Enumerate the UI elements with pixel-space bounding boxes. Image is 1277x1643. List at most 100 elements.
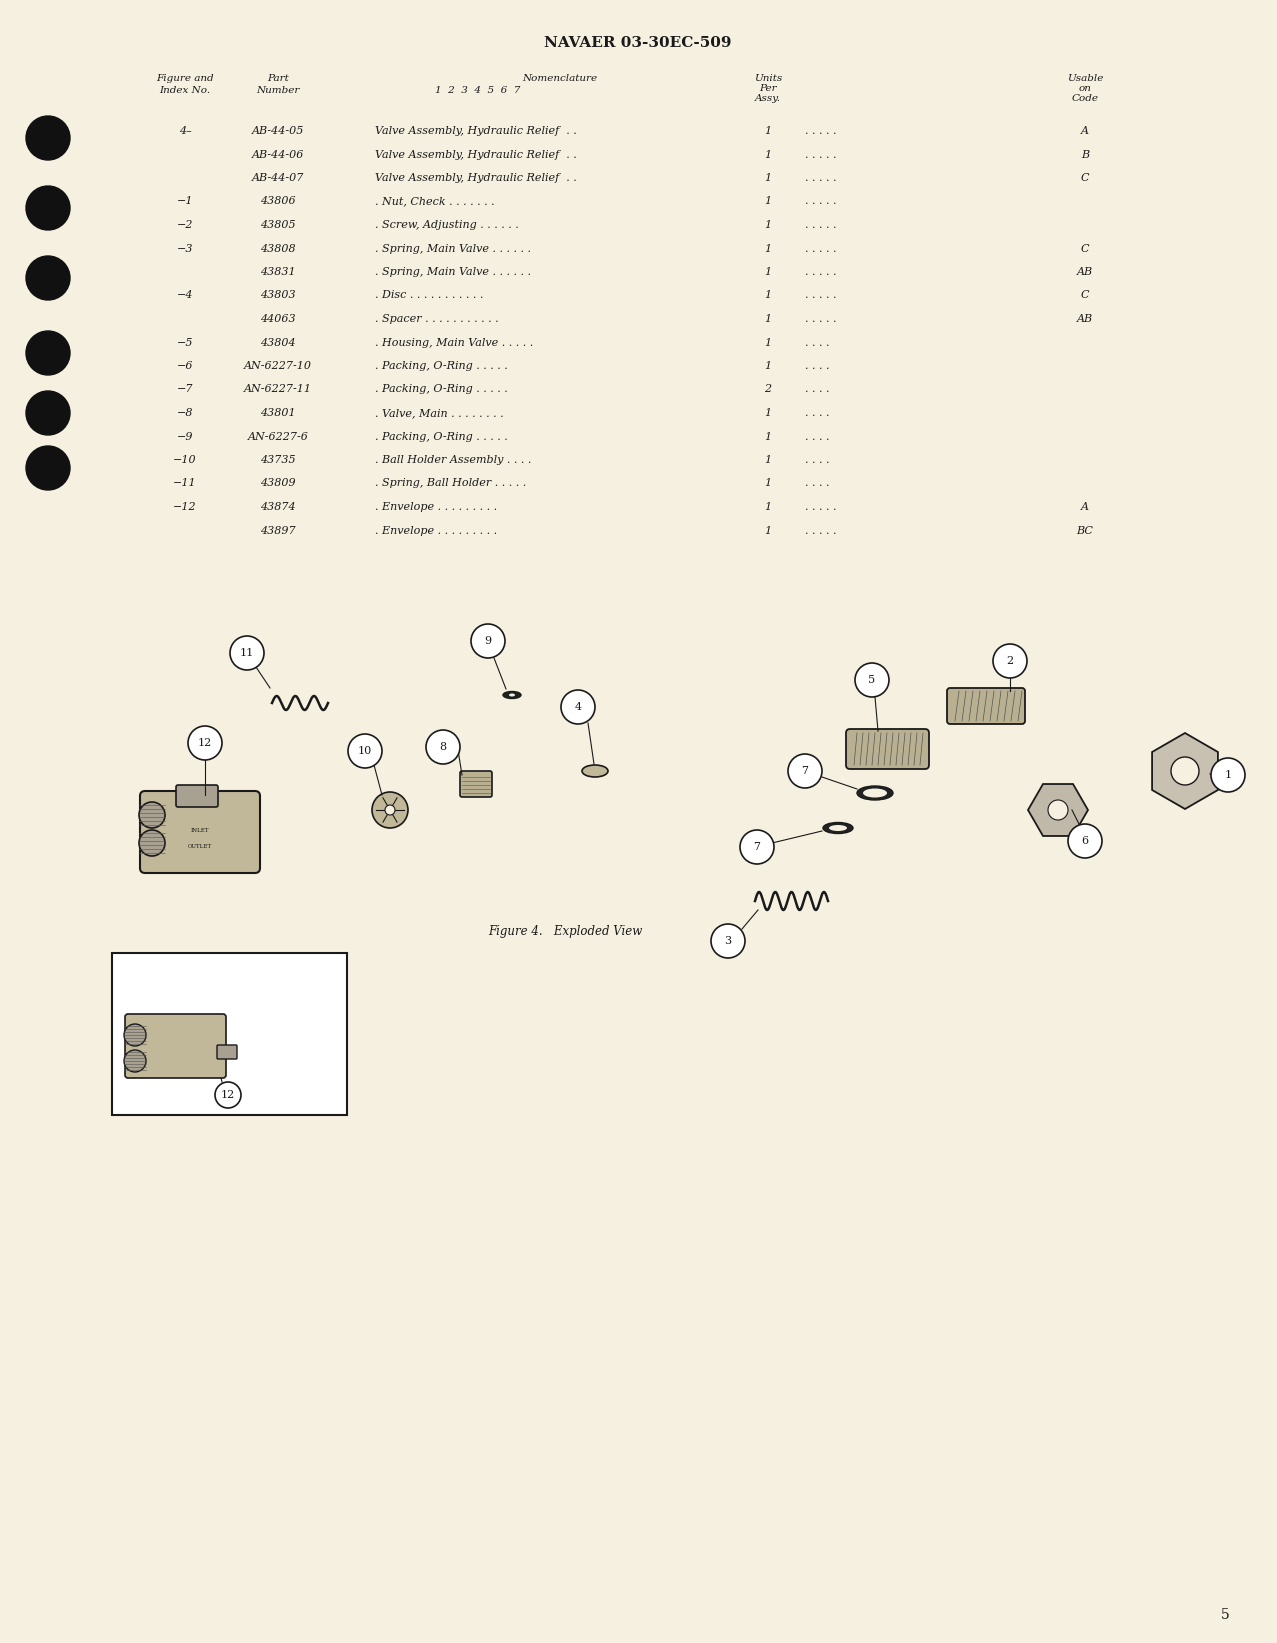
Text: . . . .: . . . . bbox=[805, 478, 830, 488]
Text: Per: Per bbox=[760, 84, 776, 94]
Text: . . . . .: . . . . . bbox=[805, 127, 836, 136]
FancyBboxPatch shape bbox=[112, 953, 347, 1116]
Text: 1: 1 bbox=[765, 268, 771, 278]
Text: NAVAER 03-30EC-509: NAVAER 03-30EC-509 bbox=[544, 36, 732, 49]
Circle shape bbox=[1048, 800, 1068, 820]
Text: . . . .: . . . . bbox=[805, 432, 830, 442]
Polygon shape bbox=[1028, 784, 1088, 836]
Text: Assy.: Assy. bbox=[755, 94, 782, 104]
Text: 1: 1 bbox=[765, 407, 771, 417]
Text: 43831: 43831 bbox=[261, 268, 296, 278]
Text: 1: 1 bbox=[765, 173, 771, 182]
Circle shape bbox=[26, 330, 70, 375]
Text: 1: 1 bbox=[765, 478, 771, 488]
Text: AN-6227-6: AN-6227-6 bbox=[248, 432, 309, 442]
Text: AB: AB bbox=[1077, 268, 1093, 278]
Circle shape bbox=[139, 830, 165, 856]
Text: AB-44-06: AB-44-06 bbox=[128, 974, 178, 984]
Text: AB-44-05: AB-44-05 bbox=[252, 127, 304, 136]
Text: Number: Number bbox=[257, 85, 300, 95]
Circle shape bbox=[188, 726, 222, 761]
Text: 1: 1 bbox=[765, 243, 771, 253]
Text: Valve Assembly, Hydraulic Relief  . .: Valve Assembly, Hydraulic Relief . . bbox=[375, 150, 577, 159]
Text: AB-44-06: AB-44-06 bbox=[252, 150, 304, 159]
Circle shape bbox=[139, 802, 165, 828]
Text: 43874: 43874 bbox=[261, 503, 296, 513]
Text: 9: 9 bbox=[484, 636, 492, 646]
Text: . Envelope . . . . . . . . .: . Envelope . . . . . . . . . bbox=[375, 503, 497, 513]
Ellipse shape bbox=[822, 823, 853, 833]
Text: . Packing, O-Ring . . . . .: . Packing, O-Ring . . . . . bbox=[375, 361, 508, 371]
Text: Units: Units bbox=[753, 74, 782, 84]
FancyBboxPatch shape bbox=[460, 771, 492, 797]
Text: . Valve, Main . . . . . . . .: . Valve, Main . . . . . . . . bbox=[375, 407, 503, 417]
Text: BC: BC bbox=[1077, 526, 1093, 536]
Text: 12: 12 bbox=[198, 738, 212, 748]
Text: . . . . .: . . . . . bbox=[805, 291, 836, 301]
Text: 4–: 4– bbox=[179, 127, 192, 136]
Text: AN-6227-10: AN-6227-10 bbox=[244, 361, 312, 371]
Text: AB-44-07: AB-44-07 bbox=[252, 173, 304, 182]
Text: −6: −6 bbox=[176, 361, 193, 371]
Text: . . . . .: . . . . . bbox=[805, 150, 836, 159]
Text: 43803: 43803 bbox=[261, 291, 296, 301]
Text: A: A bbox=[1082, 503, 1089, 513]
Text: . . . .: . . . . bbox=[805, 361, 830, 371]
Text: 11: 11 bbox=[240, 647, 254, 657]
Text: OUTLET: OUTLET bbox=[188, 843, 212, 848]
Text: 8: 8 bbox=[439, 743, 447, 752]
Polygon shape bbox=[1152, 733, 1218, 808]
Text: 43897: 43897 bbox=[261, 526, 296, 536]
Text: Index No.: Index No. bbox=[160, 85, 211, 95]
Circle shape bbox=[1211, 757, 1245, 792]
Text: . . . .: . . . . bbox=[805, 384, 830, 394]
Text: 43801: 43801 bbox=[261, 407, 296, 417]
Ellipse shape bbox=[829, 825, 847, 831]
Text: AB-44-07: AB-44-07 bbox=[128, 989, 178, 997]
Text: Valve Assembly, Hydraulic Relief  . .: Valve Assembly, Hydraulic Relief . . bbox=[375, 127, 577, 136]
Text: 1: 1 bbox=[765, 220, 771, 230]
Text: 5: 5 bbox=[1221, 1608, 1230, 1622]
Text: 1: 1 bbox=[765, 337, 771, 348]
Circle shape bbox=[26, 391, 70, 435]
Text: 4: 4 bbox=[575, 702, 581, 711]
Circle shape bbox=[788, 754, 822, 789]
Circle shape bbox=[26, 445, 70, 490]
Text: 43735: 43735 bbox=[261, 455, 296, 465]
Text: 1: 1 bbox=[765, 291, 771, 301]
Text: 1: 1 bbox=[765, 503, 771, 513]
Text: . . . . .: . . . . . bbox=[805, 197, 836, 207]
Circle shape bbox=[471, 624, 504, 657]
Text: −1: −1 bbox=[176, 197, 193, 207]
Text: . . . . .: . . . . . bbox=[805, 314, 836, 324]
Text: −3: −3 bbox=[176, 243, 193, 253]
Ellipse shape bbox=[857, 785, 893, 800]
Text: . Spring, Main Valve . . . . . .: . Spring, Main Valve . . . . . . bbox=[375, 243, 531, 253]
Circle shape bbox=[1068, 825, 1102, 858]
Text: . Packing, O-Ring . . . . .: . Packing, O-Ring . . . . . bbox=[375, 384, 508, 394]
Text: Valve Assembly, Hydraulic Relief  . .: Valve Assembly, Hydraulic Relief . . bbox=[375, 173, 577, 182]
Text: 10: 10 bbox=[358, 746, 372, 756]
Text: −10: −10 bbox=[174, 455, 197, 465]
Text: 6: 6 bbox=[1082, 836, 1088, 846]
Circle shape bbox=[349, 734, 382, 767]
Circle shape bbox=[372, 792, 407, 828]
Text: 1: 1 bbox=[765, 361, 771, 371]
Text: Figure 4.   Exploded View: Figure 4. Exploded View bbox=[488, 925, 642, 938]
FancyBboxPatch shape bbox=[140, 790, 261, 872]
Text: . Disc . . . . . . . . . . .: . Disc . . . . . . . . . . . bbox=[375, 291, 484, 301]
Text: 1: 1 bbox=[765, 150, 771, 159]
Text: . . . . .: . . . . . bbox=[805, 220, 836, 230]
Text: . Packing, O-Ring . . . . .: . Packing, O-Ring . . . . . bbox=[375, 432, 508, 442]
Text: . . . .: . . . . bbox=[805, 455, 830, 465]
Text: C: C bbox=[1080, 173, 1089, 182]
FancyBboxPatch shape bbox=[845, 729, 928, 769]
Text: 43804: 43804 bbox=[261, 337, 296, 348]
Text: Part: Part bbox=[267, 74, 289, 84]
Text: 1: 1 bbox=[765, 127, 771, 136]
Circle shape bbox=[26, 117, 70, 159]
Text: . . . . .: . . . . . bbox=[805, 526, 836, 536]
Text: . Ball Holder Assembly . . . .: . Ball Holder Assembly . . . . bbox=[375, 455, 531, 465]
Text: . . . . .: . . . . . bbox=[805, 173, 836, 182]
Text: B: B bbox=[1080, 150, 1089, 159]
